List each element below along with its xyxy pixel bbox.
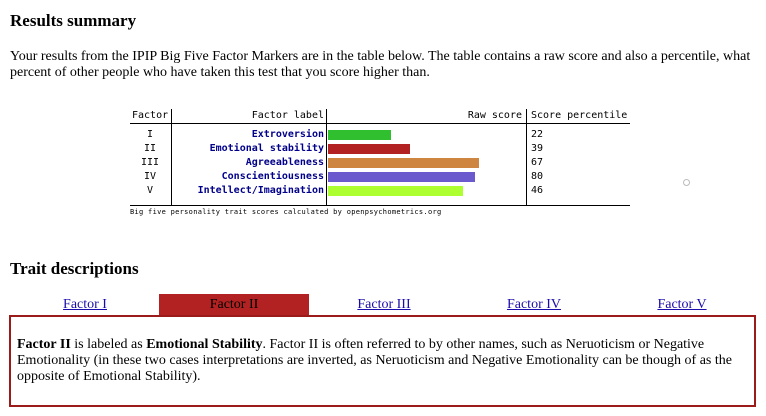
- description-factor-name: Factor II: [17, 337, 71, 352]
- chart-row: III Agreeableness 67: [130, 156, 630, 170]
- tab-factor-5[interactable]: Factor V: [657, 297, 707, 312]
- description-trait-name: Emotional Stability: [146, 337, 263, 352]
- column-header-raw-score: Raw score: [467, 110, 522, 121]
- circle-icon: [683, 179, 690, 186]
- raw-score-bar: [328, 158, 479, 168]
- factor-numeral: IV: [143, 171, 157, 182]
- tab-factor-1[interactable]: Factor I: [63, 297, 107, 312]
- factor-label: Emotional stability: [209, 143, 324, 154]
- trait-description-panel: Factor II is labeled as Emotional Stabil…: [9, 315, 756, 407]
- score-percentile: 39: [531, 143, 544, 154]
- chart-row: IV Conscientiousness 80: [130, 170, 630, 184]
- bottom-rule: [130, 205, 630, 206]
- column-divider: [171, 109, 172, 206]
- tab-factor-3[interactable]: Factor III: [357, 297, 411, 312]
- description-text-part: . Factor II is often referred to by othe…: [17, 337, 732, 384]
- chart-caption: Big five personality trait scores calcul…: [130, 208, 442, 216]
- tab-factor-2[interactable]: Factor II: [159, 294, 309, 315]
- factor-label: Extroversion: [251, 129, 324, 140]
- trait-descriptions-heading: Trait descriptions: [10, 259, 139, 278]
- factor-label: Intellect/Imagination: [197, 185, 324, 196]
- results-summary-heading: Results summary: [10, 11, 137, 30]
- description-text: Factor II is labeled as Emotional Stabil…: [17, 337, 732, 384]
- raw-score-bar: [328, 144, 410, 154]
- raw-score-bar: [328, 172, 475, 182]
- factor-label: Agreeableness: [245, 157, 324, 168]
- tab-factor-4[interactable]: Factor IV: [506, 297, 562, 312]
- raw-score-bar: [328, 186, 463, 196]
- column-header-factor: Factor: [132, 110, 169, 121]
- raw-score-bar: [328, 130, 391, 140]
- factor-tabs: Factor I Factor II Factor III Factor IV …: [10, 294, 759, 315]
- header-rule: [130, 123, 630, 124]
- factor-numeral: I: [146, 129, 154, 140]
- score-percentile: 46: [531, 185, 544, 196]
- score-percentile: 80: [531, 171, 544, 182]
- description-text-part: is labeled as: [70, 337, 147, 352]
- column-divider: [326, 109, 327, 206]
- column-header-score-percentile: Score percentile: [531, 110, 628, 121]
- factor-numeral: II: [143, 143, 157, 154]
- factor-numeral: V: [146, 185, 154, 196]
- column-header-factor-label: Factor label: [251, 110, 324, 121]
- results-intro-text: Your results from the IPIP Big Five Fact…: [10, 49, 751, 80]
- chart-row: I Extroversion 22: [130, 128, 630, 142]
- factor-label: Conscientiousness: [221, 171, 324, 182]
- score-percentile: 67: [531, 157, 544, 168]
- score-percentile: 22: [531, 129, 544, 140]
- factor-numeral: III: [140, 157, 160, 168]
- chart-row: V Intellect/Imagination 46: [130, 184, 630, 198]
- score-chart: Factor Factor label Raw score Score perc…: [130, 108, 630, 206]
- column-divider: [526, 109, 527, 206]
- chart-row: II Emotional stability 39: [130, 142, 630, 156]
